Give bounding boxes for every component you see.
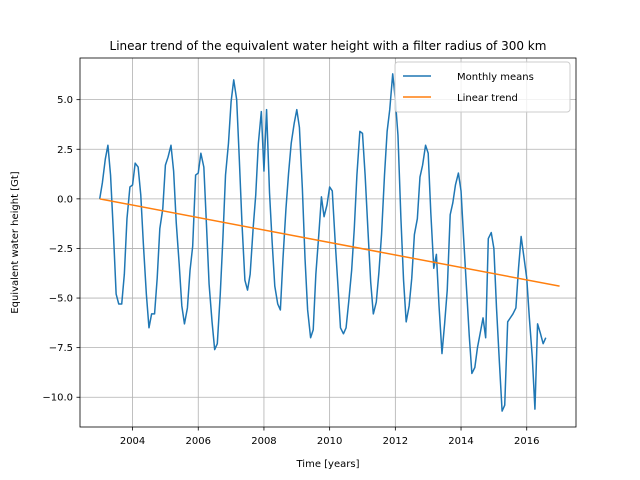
- x-tick-label: 2006: [186, 436, 211, 447]
- plot-frame: [79, 57, 577, 428]
- x-tick-label: 2016: [514, 436, 539, 447]
- x-tick-label: 2008: [251, 436, 276, 447]
- x-tick-label: 2014: [448, 436, 473, 447]
- legend-label-monthly-means: Monthly means: [457, 72, 534, 83]
- series-line-linear-trend: [99, 198, 560, 287]
- y-tick-label: −5.0: [49, 294, 73, 305]
- x-axis: 2004 2006 2008 2010 2012 2014 2016: [120, 427, 539, 447]
- legend: Monthly means Linear trend: [394, 61, 571, 113]
- series-line-monthly-means: [98, 73, 547, 412]
- chart-title: Linear trend of the equivalent water hei…: [110, 39, 547, 53]
- series-layer: [98, 73, 560, 412]
- y-tick-label: −2.5: [49, 244, 73, 255]
- legend-label-linear-trend: Linear trend: [457, 93, 518, 104]
- x-axis-label: Time [years]: [296, 459, 360, 470]
- y-axis: −10.0 −7.5 −5.0 −2.5 0.0 2.5 5.0: [42, 95, 80, 404]
- y-tick-label: 2.5: [57, 145, 73, 156]
- y-axis-label: Equivalent water height [Gt]: [10, 171, 21, 313]
- y-tick-label: 5.0: [57, 95, 73, 106]
- x-tick-label: 2004: [120, 436, 145, 447]
- y-tick-label: −10.0: [42, 393, 73, 404]
- x-tick-label: 2010: [317, 436, 342, 447]
- x-tick-label: 2012: [383, 436, 408, 447]
- y-tick-label: 0.0: [57, 194, 73, 205]
- y-tick-label: −7.5: [49, 343, 73, 354]
- legend-box: [394, 61, 571, 113]
